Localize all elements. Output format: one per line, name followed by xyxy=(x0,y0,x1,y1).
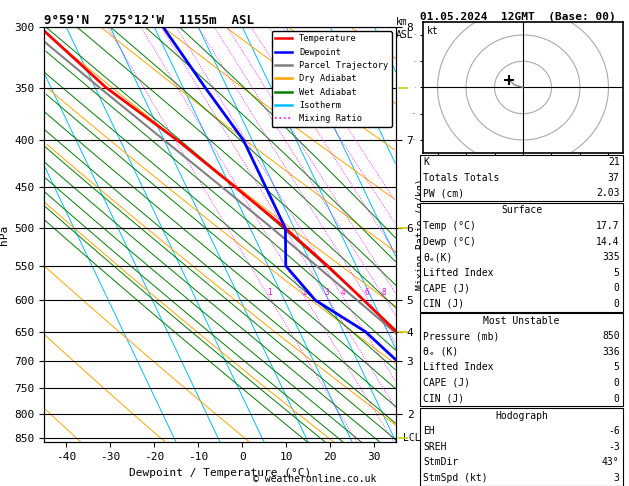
Text: 0: 0 xyxy=(614,394,620,403)
Text: Totals Totals: Totals Totals xyxy=(423,173,499,183)
Text: 1: 1 xyxy=(267,288,271,297)
Text: 3: 3 xyxy=(325,288,329,297)
Text: 5: 5 xyxy=(614,268,620,278)
Text: -6: -6 xyxy=(608,426,620,436)
Text: 14.4: 14.4 xyxy=(596,237,620,246)
Text: EH: EH xyxy=(423,426,435,436)
Text: CAPE (J): CAPE (J) xyxy=(423,283,470,293)
Text: 37: 37 xyxy=(608,173,620,183)
Text: 6: 6 xyxy=(364,288,369,297)
Text: 01.05.2024  12GMT  (Base: 00): 01.05.2024 12GMT (Base: 00) xyxy=(420,12,616,22)
Text: Temp (°C): Temp (°C) xyxy=(423,221,476,231)
Y-axis label: hPa: hPa xyxy=(0,225,9,244)
Text: 3: 3 xyxy=(614,473,620,483)
Text: 5: 5 xyxy=(614,363,620,372)
Text: 43°: 43° xyxy=(602,457,620,467)
Text: θₑ (K): θₑ (K) xyxy=(423,347,459,357)
Text: Lifted Index: Lifted Index xyxy=(423,268,494,278)
Text: ASL: ASL xyxy=(396,30,414,40)
Text: CAPE (J): CAPE (J) xyxy=(423,378,470,388)
Text: StmDir: StmDir xyxy=(423,457,459,467)
Text: Surface: Surface xyxy=(501,206,542,215)
Text: 336: 336 xyxy=(602,347,620,357)
Text: 21: 21 xyxy=(608,157,620,167)
Text: 850: 850 xyxy=(602,331,620,341)
Text: K: K xyxy=(423,157,429,167)
Text: 4: 4 xyxy=(341,288,345,297)
Text: 17.7: 17.7 xyxy=(596,221,620,231)
Text: 8: 8 xyxy=(382,288,386,297)
Text: StmSpd (kt): StmSpd (kt) xyxy=(423,473,488,483)
X-axis label: Dewpoint / Temperature (°C): Dewpoint / Temperature (°C) xyxy=(129,468,311,478)
Text: SREH: SREH xyxy=(423,442,447,451)
Text: kt: kt xyxy=(427,26,439,36)
Text: 2.03: 2.03 xyxy=(596,189,620,198)
Text: km: km xyxy=(396,17,408,27)
Text: 335: 335 xyxy=(602,252,620,262)
Text: 2: 2 xyxy=(303,288,307,297)
Text: 0: 0 xyxy=(614,299,620,309)
Text: PW (cm): PW (cm) xyxy=(423,189,464,198)
Text: 0: 0 xyxy=(614,378,620,388)
Y-axis label: Mixing Ratio (g/kg): Mixing Ratio (g/kg) xyxy=(416,179,426,290)
Text: © weatheronline.co.uk: © weatheronline.co.uk xyxy=(253,473,376,484)
Text: 9°59'N  275°12'W  1155m  ASL: 9°59'N 275°12'W 1155m ASL xyxy=(44,14,254,27)
Legend: Temperature, Dewpoint, Parcel Trajectory, Dry Adiabat, Wet Adiabat, Isotherm, Mi: Temperature, Dewpoint, Parcel Trajectory… xyxy=(272,31,392,127)
Text: CIN (J): CIN (J) xyxy=(423,299,464,309)
Text: CIN (J): CIN (J) xyxy=(423,394,464,403)
Text: Lifted Index: Lifted Index xyxy=(423,363,494,372)
Text: Pressure (mb): Pressure (mb) xyxy=(423,331,499,341)
Text: θₑ(K): θₑ(K) xyxy=(423,252,453,262)
Text: Hodograph: Hodograph xyxy=(495,411,548,420)
Text: 0: 0 xyxy=(614,283,620,293)
Text: Most Unstable: Most Unstable xyxy=(483,316,560,326)
Text: -3: -3 xyxy=(608,442,620,451)
Text: Dewp (°C): Dewp (°C) xyxy=(423,237,476,246)
Text: LCL: LCL xyxy=(403,433,421,443)
